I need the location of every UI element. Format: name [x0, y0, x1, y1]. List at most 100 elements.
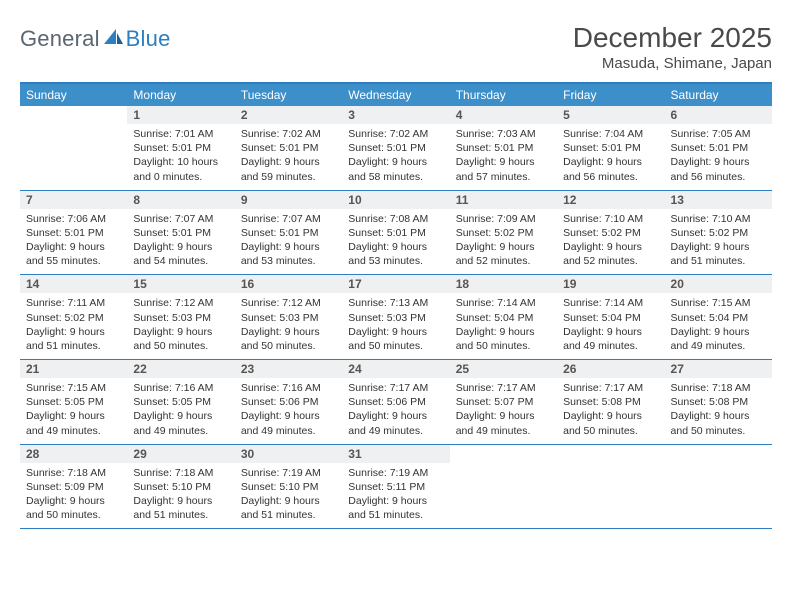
day-content: [557, 463, 664, 472]
day-line: Daylight: 9 hours: [26, 240, 121, 254]
day-line: Sunrise: 7:15 AM: [26, 381, 121, 395]
day-content: Sunrise: 7:16 AMSunset: 5:06 PMDaylight:…: [235, 378, 342, 444]
day-line: Sunrise: 7:07 AM: [133, 212, 228, 226]
day-line: Sunset: 5:01 PM: [26, 226, 121, 240]
day-content: Sunrise: 7:10 AMSunset: 5:02 PMDaylight:…: [665, 209, 772, 275]
day-content: Sunrise: 7:08 AMSunset: 5:01 PMDaylight:…: [342, 209, 449, 275]
day-cell: 9Sunrise: 7:07 AMSunset: 5:01 PMDaylight…: [235, 191, 342, 275]
day-number: [450, 445, 557, 463]
location-label: Masuda, Shimane, Japan: [573, 55, 772, 72]
day-cell: 26Sunrise: 7:17 AMSunset: 5:08 PMDayligh…: [557, 360, 664, 444]
day-content: Sunrise: 7:12 AMSunset: 5:03 PMDaylight:…: [235, 293, 342, 359]
day-line: and 56 minutes.: [563, 170, 658, 184]
day-number: 10: [342, 191, 449, 209]
day-line: Daylight: 9 hours: [133, 409, 228, 423]
day-line: Sunrise: 7:07 AM: [241, 212, 336, 226]
day-line: Sunset: 5:01 PM: [348, 141, 443, 155]
day-line: Daylight: 9 hours: [671, 409, 766, 423]
header: General Blue December 2025 Masuda, Shima…: [20, 22, 772, 72]
day-cell: 24Sunrise: 7:17 AMSunset: 5:06 PMDayligh…: [342, 360, 449, 444]
day-line: Sunrise: 7:14 AM: [456, 296, 551, 310]
day-line: Daylight: 9 hours: [241, 409, 336, 423]
day-number: 11: [450, 191, 557, 209]
day-number: 22: [127, 360, 234, 378]
day-content: Sunrise: 7:12 AMSunset: 5:03 PMDaylight:…: [127, 293, 234, 359]
day-number: 25: [450, 360, 557, 378]
day-cell: 29Sunrise: 7:18 AMSunset: 5:10 PMDayligh…: [127, 445, 234, 529]
day-line: Sunset: 5:01 PM: [456, 141, 551, 155]
day-line: Sunrise: 7:03 AM: [456, 127, 551, 141]
day-line: Daylight: 9 hours: [26, 409, 121, 423]
day-line: Daylight: 9 hours: [563, 325, 658, 339]
day-line: Daylight: 9 hours: [456, 325, 551, 339]
day-line: Sunset: 5:06 PM: [241, 395, 336, 409]
day-line: Sunrise: 7:17 AM: [563, 381, 658, 395]
day-line: Daylight: 10 hours: [133, 155, 228, 169]
day-line: Sunset: 5:02 PM: [671, 226, 766, 240]
day-line: Daylight: 9 hours: [241, 155, 336, 169]
day-cell: 8Sunrise: 7:07 AMSunset: 5:01 PMDaylight…: [127, 191, 234, 275]
day-cell: 5Sunrise: 7:04 AMSunset: 5:01 PMDaylight…: [557, 106, 664, 190]
day-cell: 14Sunrise: 7:11 AMSunset: 5:02 PMDayligh…: [20, 275, 127, 359]
day-line: Sunset: 5:01 PM: [348, 226, 443, 240]
day-cell: 4 Sunrise: 7:03 AMSunset: 5:01 PMDaylight…: [450, 106, 557, 190]
day-number: 14: [20, 275, 127, 293]
day-number: 23: [235, 360, 342, 378]
day-line: Daylight: 9 hours: [671, 240, 766, 254]
day-cell: 27Sunrise: 7:18 AMSunset: 5:08 PMDayligh…: [665, 360, 772, 444]
day-content: Sunrise: 7:02 AMSunset: 5:01 PMDaylight:…: [342, 124, 449, 190]
logo-text-general: General: [20, 26, 100, 52]
day-line: and 50 minutes.: [241, 339, 336, 353]
day-line: Sunrise: 7:12 AM: [133, 296, 228, 310]
day-cell: 6Sunrise: 7:05 AMSunset: 5:01 PMDaylight…: [665, 106, 772, 190]
day-cell: 25Sunrise: 7:17 AMSunset: 5:07 PMDayligh…: [450, 360, 557, 444]
day-line: Sunrise: 7:02 AM: [241, 127, 336, 141]
day-content: [20, 124, 127, 133]
day-line: Daylight: 9 hours: [456, 155, 551, 169]
day-number: 5: [557, 106, 664, 124]
week-row: 7Sunrise: 7:06 AMSunset: 5:01 PMDaylight…: [20, 191, 772, 276]
day-line: and 57 minutes.: [456, 170, 551, 184]
day-content: Sunrise: 7:13 AMSunset: 5:03 PMDaylight:…: [342, 293, 449, 359]
day-line: Sunset: 5:05 PM: [133, 395, 228, 409]
day-line: and 51 minutes.: [241, 508, 336, 522]
day-content: Sunrise: 7:16 AMSunset: 5:05 PMDaylight:…: [127, 378, 234, 444]
day-line: Sunset: 5:02 PM: [456, 226, 551, 240]
day-content: [450, 463, 557, 472]
day-line: Sunrise: 7:15 AM: [671, 296, 766, 310]
day-line: Daylight: 9 hours: [348, 325, 443, 339]
day-cell: 28Sunrise: 7:18 AMSunset: 5:09 PMDayligh…: [20, 445, 127, 529]
day-line: Sunrise: 7:16 AM: [133, 381, 228, 395]
day-line: and 49 minutes.: [671, 339, 766, 353]
day-content: Sunrise: 7:15 AMSunset: 5:05 PMDaylight:…: [20, 378, 127, 444]
day-cell: 16Sunrise: 7:12 AMSunset: 5:03 PMDayligh…: [235, 275, 342, 359]
day-line: Sunset: 5:10 PM: [241, 480, 336, 494]
day-content: Sunrise: 7:17 AMSunset: 5:07 PMDaylight:…: [450, 378, 557, 444]
day-line: Sunset: 5:06 PM: [348, 395, 443, 409]
weekday-header: Tuesday: [235, 84, 342, 106]
day-number: 16: [235, 275, 342, 293]
weekday-header: Wednesday: [342, 84, 449, 106]
day-line: Sunrise: 7:12 AM: [241, 296, 336, 310]
day-number: 4: [450, 106, 557, 124]
weekday-header: Thursday: [450, 84, 557, 106]
day-content: Sunrise: 7:17 AMSunset: 5:08 PMDaylight:…: [557, 378, 664, 444]
day-cell: 3Sunrise: 7:02 AMSunset: 5:01 PMDaylight…: [342, 106, 449, 190]
day-number: 28: [20, 445, 127, 463]
day-line: and 50 minutes.: [563, 424, 658, 438]
day-line: Sunset: 5:04 PM: [456, 311, 551, 325]
day-line: Sunset: 5:03 PM: [241, 311, 336, 325]
day-number: 3: [342, 106, 449, 124]
week-row: 1Sunrise: 7:01 AMSunset: 5:01 PMDaylight…: [20, 106, 772, 191]
day-cell: 17Sunrise: 7:13 AMSunset: 5:03 PMDayligh…: [342, 275, 449, 359]
week-row: 28Sunrise: 7:18 AMSunset: 5:09 PMDayligh…: [20, 445, 772, 530]
day-line: and 58 minutes.: [348, 170, 443, 184]
day-line: Daylight: 9 hours: [671, 325, 766, 339]
day-number: 26: [557, 360, 664, 378]
day-line: and 0 minutes.: [133, 170, 228, 184]
day-cell: 19Sunrise: 7:14 AMSunset: 5:04 PMDayligh…: [557, 275, 664, 359]
day-line: Sunset: 5:01 PM: [241, 226, 336, 240]
day-number: 21: [20, 360, 127, 378]
day-cell: 12Sunrise: 7:10 AMSunset: 5:02 PMDayligh…: [557, 191, 664, 275]
day-line: Daylight: 9 hours: [563, 240, 658, 254]
